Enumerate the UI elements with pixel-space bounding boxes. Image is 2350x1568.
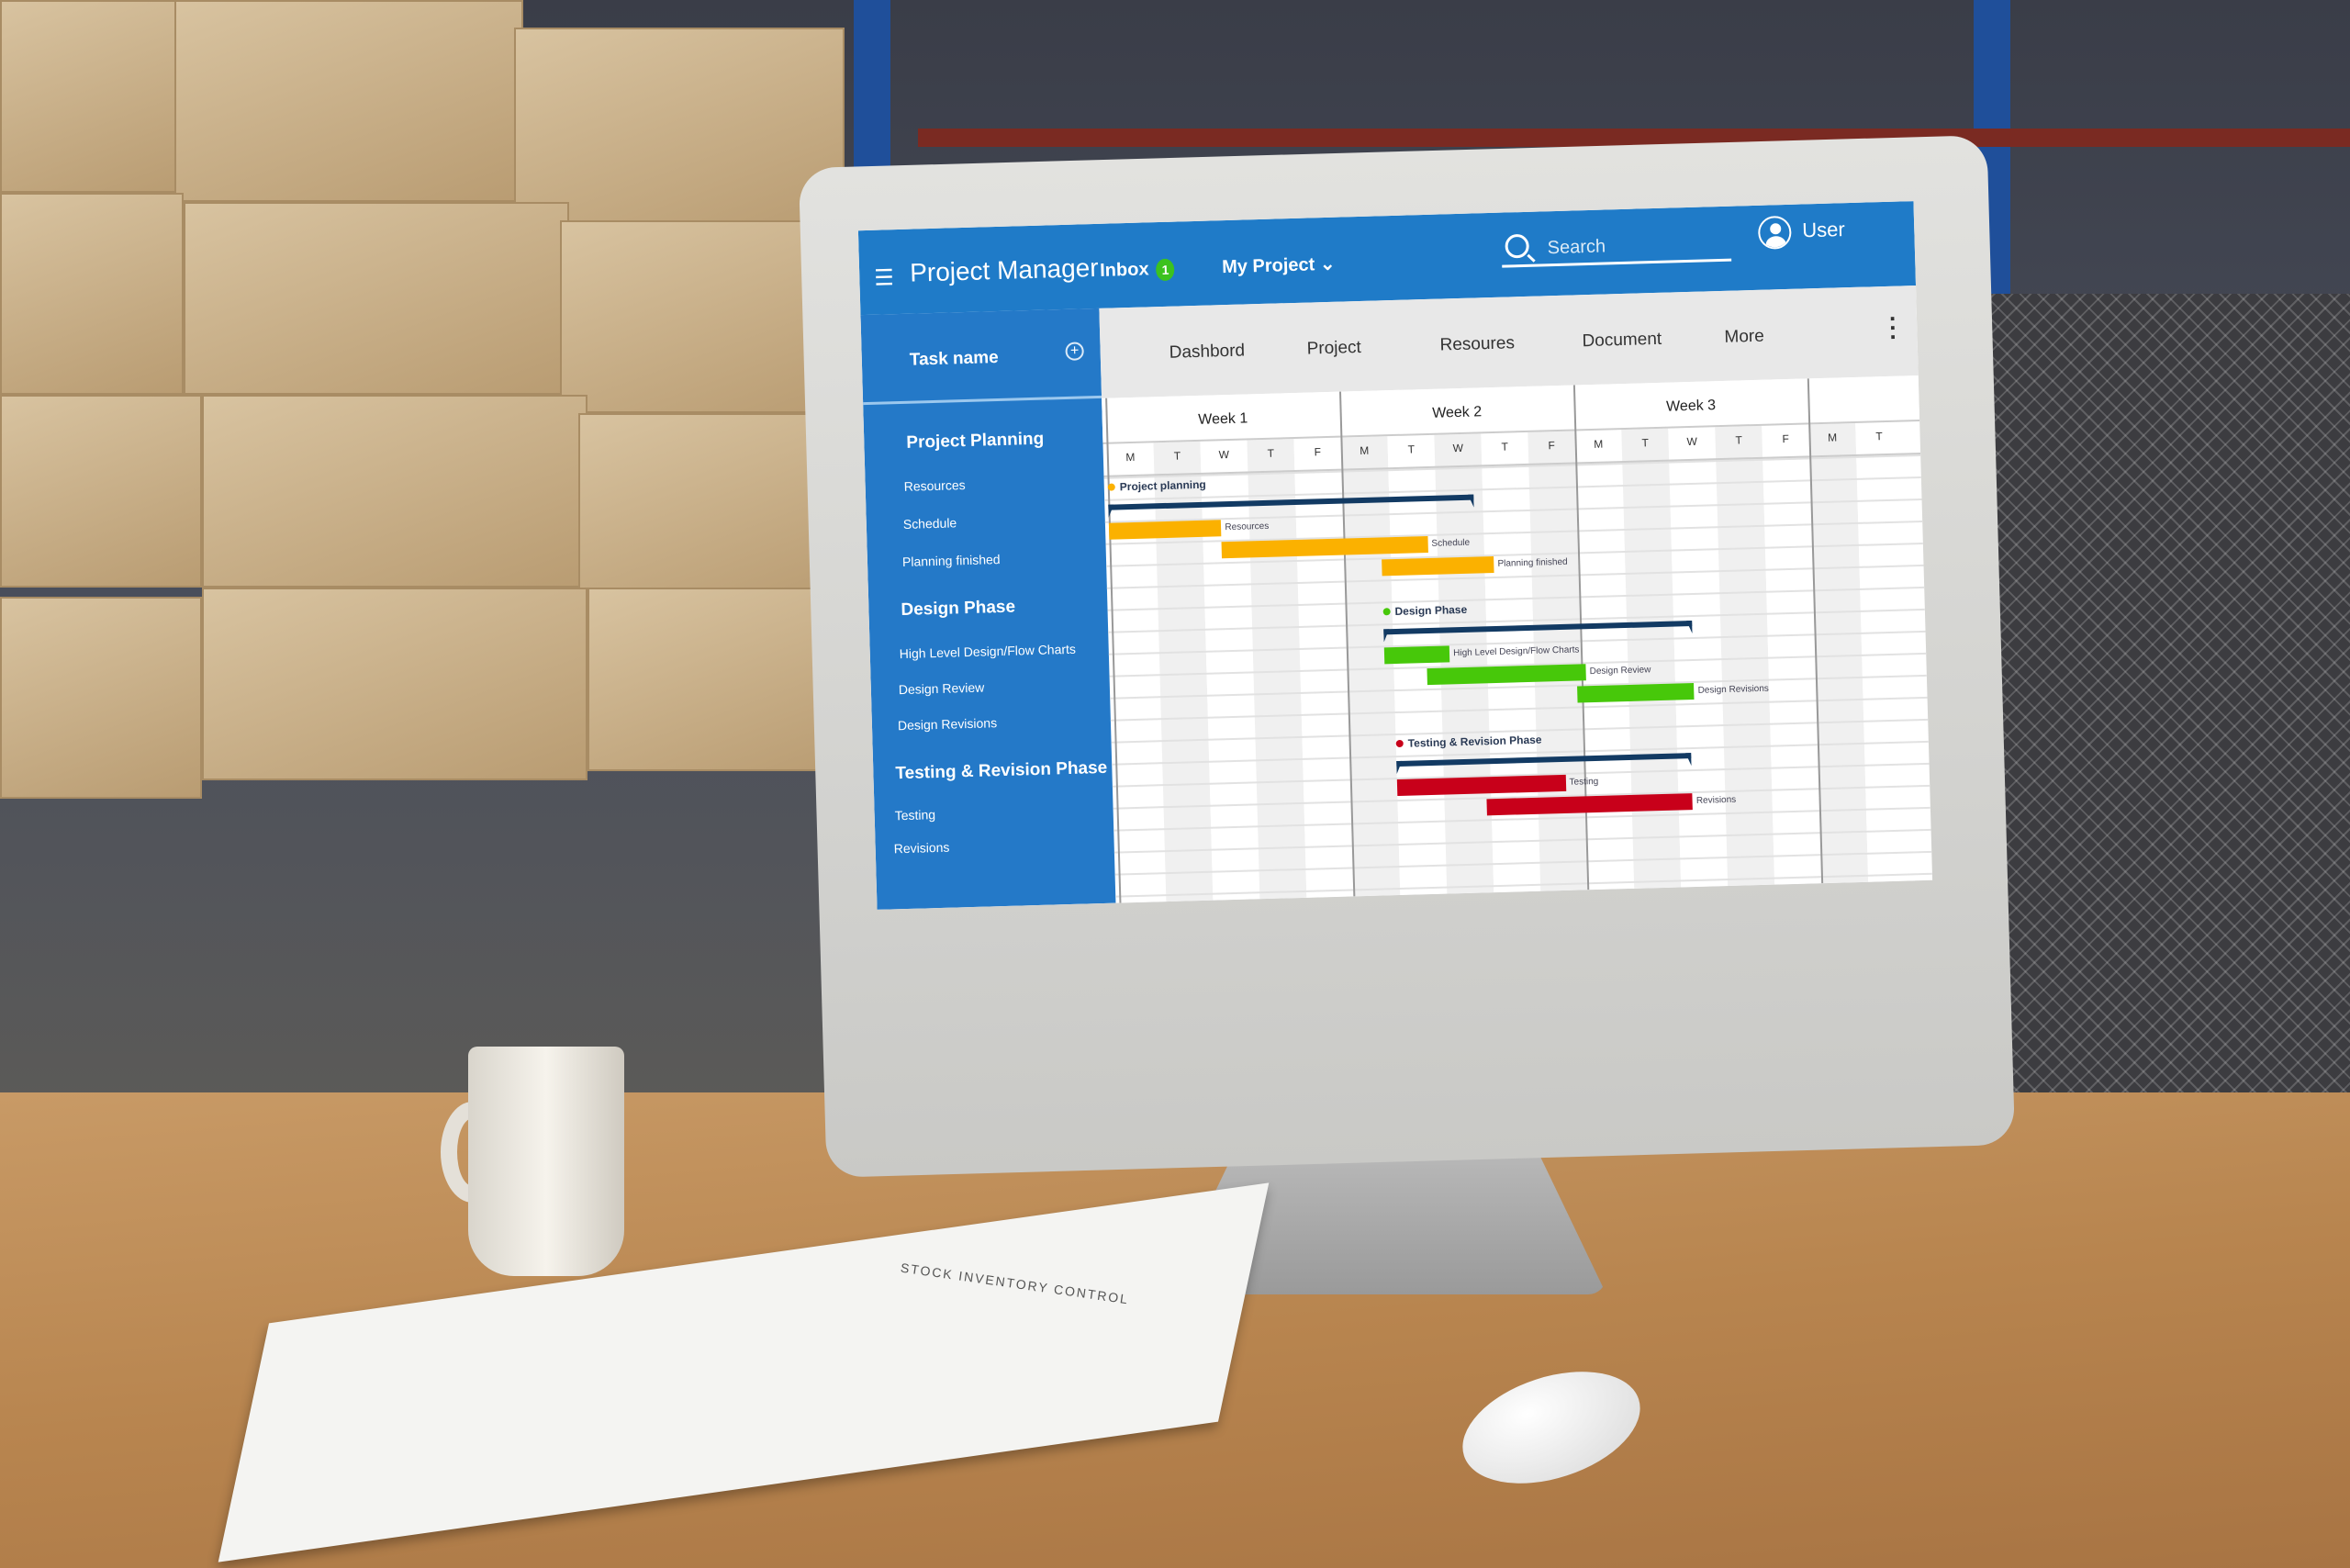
bracket-end: [1686, 620, 1693, 634]
hamburger-menu-icon[interactable]: ☰: [873, 265, 895, 291]
day-label: F: [1782, 431, 1789, 446]
gantt-bar-label: Resources: [1225, 521, 1270, 533]
bracket-end: [1396, 760, 1403, 775]
phase-dot-icon: [1107, 483, 1115, 491]
search-input[interactable]: Search: [1501, 224, 1732, 268]
cardboard-box: [174, 0, 523, 202]
day-label: W: [1686, 434, 1698, 449]
search-icon: [1505, 233, 1530, 259]
day-label: T: [1267, 446, 1275, 460]
cardboard-box: [0, 597, 202, 799]
task-name-header: Task name +: [860, 308, 1102, 406]
sidebar-item[interactable]: High Level Design/Flow Charts: [899, 641, 1077, 662]
more-options-icon[interactable]: · · ·: [1888, 304, 1898, 351]
day-label: M: [1125, 450, 1136, 465]
coffee-mug: [468, 1047, 624, 1276]
cardboard-box: [184, 202, 569, 395]
sidebar-item[interactable]: Design Revisions: [897, 715, 998, 734]
gantt-bar: [1383, 645, 1450, 665]
day-label: T: [1735, 433, 1743, 447]
gantt-bar-label: Testing: [1569, 776, 1599, 788]
cardboard-box: [202, 588, 588, 780]
monitor-screen: ☰ Project Manager Inbox 1 My Project ⌄ Se…: [857, 201, 1933, 910]
day-label: T: [1875, 430, 1883, 443]
sidebar-item[interactable]: Planning finished: [901, 552, 1001, 569]
tab-more[interactable]: More: [1724, 326, 1765, 347]
tab-resources[interactable]: Resoures: [1439, 333, 1516, 355]
gantt-chart: M T W T F M T W T F M T W T F M T Week 1 Week 2 Week 3 Proje…: [1102, 375, 1932, 903]
day-label: F: [1548, 439, 1556, 453]
gantt-bar-label: Schedule: [1431, 537, 1471, 549]
chevron-down-icon: ⌄: [1319, 253, 1336, 275]
day-label: T: [1641, 436, 1650, 450]
phase-label: Project planning: [1107, 478, 1206, 494]
gantt-bar: [1576, 682, 1695, 703]
task-name-label: Task name: [909, 347, 999, 370]
user-label: User: [1801, 218, 1846, 242]
shelf-beam: [918, 129, 2350, 147]
gantt-bar-label: Revisions: [1695, 794, 1737, 806]
day-label: W: [1452, 441, 1464, 455]
user-avatar-icon: [1757, 215, 1792, 250]
search-placeholder: Search: [1547, 236, 1606, 259]
tab-dashboard[interactable]: Dashbord: [1169, 341, 1246, 363]
phase-dot-icon: [1395, 739, 1404, 748]
cardboard-box: [202, 395, 588, 588]
inbox-label: Inbox: [1099, 259, 1149, 281]
gantt-bar-label: Design Revisions: [1697, 683, 1770, 696]
gantt-bar-label: Planning finished: [1497, 556, 1568, 569]
bracket-end: [1383, 629, 1390, 643]
gantt-bar: [1381, 556, 1494, 577]
sidebar-group-testing[interactable]: Testing & Revision Phase: [895, 757, 1108, 784]
day-label: W: [1218, 448, 1230, 462]
sidebar-group-project-planning[interactable]: Project Planning: [906, 429, 1045, 453]
my-project-dropdown[interactable]: My Project ⌄: [1222, 252, 1336, 278]
user-menu[interactable]: User: [1757, 214, 1846, 250]
gantt-bar: [1108, 520, 1222, 540]
task-sidebar: Task name + Project Planning Resources Sc…: [860, 308, 1116, 910]
bracket-end: [1467, 494, 1474, 508]
bracket-end: [1108, 504, 1114, 518]
day-label: T: [1173, 449, 1181, 463]
sidebar-item[interactable]: Testing: [894, 807, 936, 823]
day-label: M: [1360, 443, 1370, 458]
inbox-link[interactable]: Inbox 1: [1099, 258, 1175, 283]
phase-dot-icon: [1382, 608, 1391, 616]
sidebar-item[interactable]: Design Review: [898, 679, 985, 698]
phase-label: Design Phase: [1382, 603, 1467, 619]
gantt-bar-label: Design Review: [1589, 665, 1651, 678]
app-title: Project Manager: [909, 252, 1099, 287]
tab-document[interactable]: Document: [1582, 329, 1662, 352]
tab-project[interactable]: Project: [1306, 337, 1362, 359]
bracket-end: [1685, 753, 1692, 767]
wire-mesh: [1955, 294, 2350, 1212]
cardboard-box: [0, 395, 202, 588]
sidebar-item[interactable]: Schedule: [902, 515, 957, 532]
day-label: M: [1827, 431, 1838, 444]
my-project-label: My Project: [1221, 254, 1315, 278]
inbox-badge: 1: [1156, 258, 1175, 282]
day-label: T: [1407, 442, 1416, 456]
sidebar-group-design-phase[interactable]: Design Phase: [901, 597, 1016, 621]
day-label: F: [1314, 445, 1322, 459]
cardboard-box: [0, 0, 184, 193]
cardboard-box: [0, 193, 184, 395]
sidebar-item[interactable]: Resources: [903, 477, 966, 494]
sidebar-item[interactable]: Revisions: [893, 839, 950, 857]
day-label: M: [1594, 437, 1604, 451]
add-task-icon[interactable]: +: [1065, 342, 1084, 361]
cardboard-box: [514, 28, 845, 230]
day-label: T: [1501, 440, 1509, 454]
